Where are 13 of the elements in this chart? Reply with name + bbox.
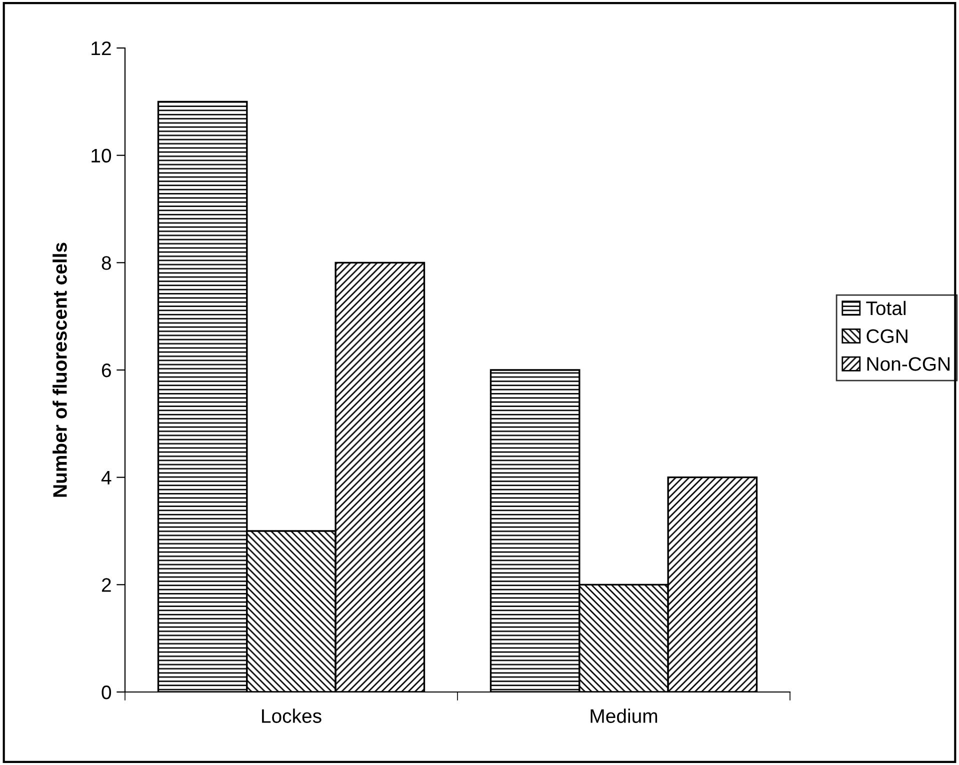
- y-tick-label: 12: [92, 41, 111, 56]
- y-axis-title: Number of fluorescent cells: [52, 242, 67, 497]
- legend-label: Non-CGN: [867, 357, 950, 371]
- y-tick-label: 2: [102, 578, 111, 592]
- y-tick-label: 4: [101, 471, 112, 484]
- y-tick-label: 0: [102, 685, 112, 700]
- y-tick-label: 6: [102, 363, 111, 378]
- y-tick-label: 8: [102, 256, 111, 270]
- legend-label: CGN: [866, 329, 908, 344]
- y-tick-label: 10: [92, 148, 112, 163]
- x-tick-label: Medium: [590, 708, 658, 723]
- legend-label: Total: [866, 300, 906, 316]
- x-tick-label: Lockes: [262, 708, 322, 723]
